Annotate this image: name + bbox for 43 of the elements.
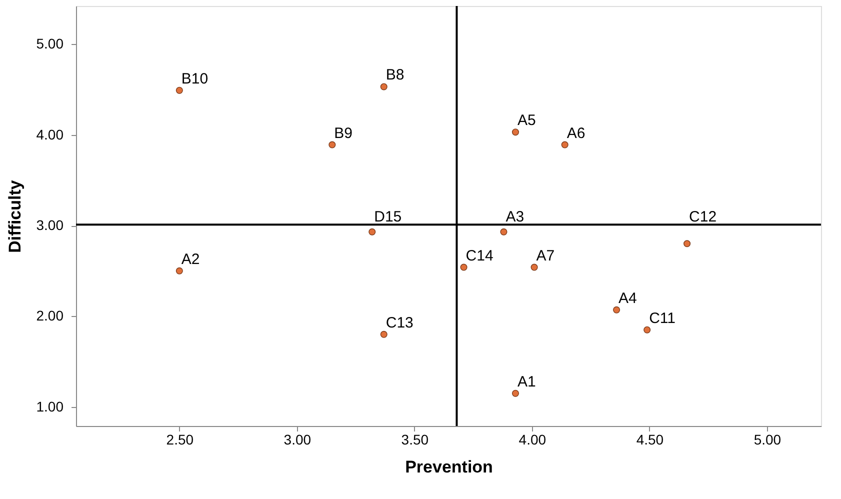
y-tick-label: 2.00: [36, 308, 64, 324]
point: [684, 240, 691, 248]
annotation: D15: [374, 208, 402, 226]
y-tick-label: 4.00: [36, 126, 64, 142]
point: [613, 306, 620, 314]
point: [644, 326, 651, 334]
x-tick-label: 2.50: [166, 432, 194, 448]
point: [368, 228, 376, 236]
point: [176, 86, 183, 94]
annotation: C12: [689, 208, 717, 226]
annotation: A5: [517, 112, 536, 130]
point: [460, 264, 468, 271]
y-tick-label: 5.00: [36, 36, 64, 52]
annotation: A7: [536, 247, 555, 264]
annotation: A1: [517, 373, 536, 390]
point: [380, 330, 388, 338]
x-tick-label: 5.00: [754, 432, 782, 448]
y-axis-title: Difficulty: [5, 180, 24, 253]
x-tick-label: 3.50: [401, 432, 429, 448]
annotation: C11: [649, 310, 676, 327]
annotation: B8: [386, 66, 404, 84]
y-tick-label: 3.00: [36, 217, 64, 234]
point: [512, 128, 519, 136]
point: [500, 228, 508, 236]
point: [328, 141, 336, 148]
annotation: A2: [181, 250, 200, 268]
x-tick-label: 4.50: [636, 432, 664, 448]
point: [176, 267, 183, 274]
point: [530, 264, 538, 271]
point: [380, 83, 388, 90]
annotation: A4: [618, 290, 637, 307]
annotation: B9: [334, 124, 353, 142]
annotation: C14: [466, 247, 494, 264]
point: [512, 390, 519, 397]
x-tick-label: 3.00: [284, 432, 312, 448]
y-tick-label: 1.00: [36, 398, 64, 414]
x-axis-title: Prevention: [405, 458, 493, 476]
x-tick-label: 4.00: [518, 432, 546, 448]
annotation: A3: [506, 208, 524, 226]
point: [561, 141, 568, 148]
annotation: B10: [181, 70, 208, 88]
annotation: A6: [566, 124, 586, 142]
annotation: C13: [386, 314, 414, 332]
